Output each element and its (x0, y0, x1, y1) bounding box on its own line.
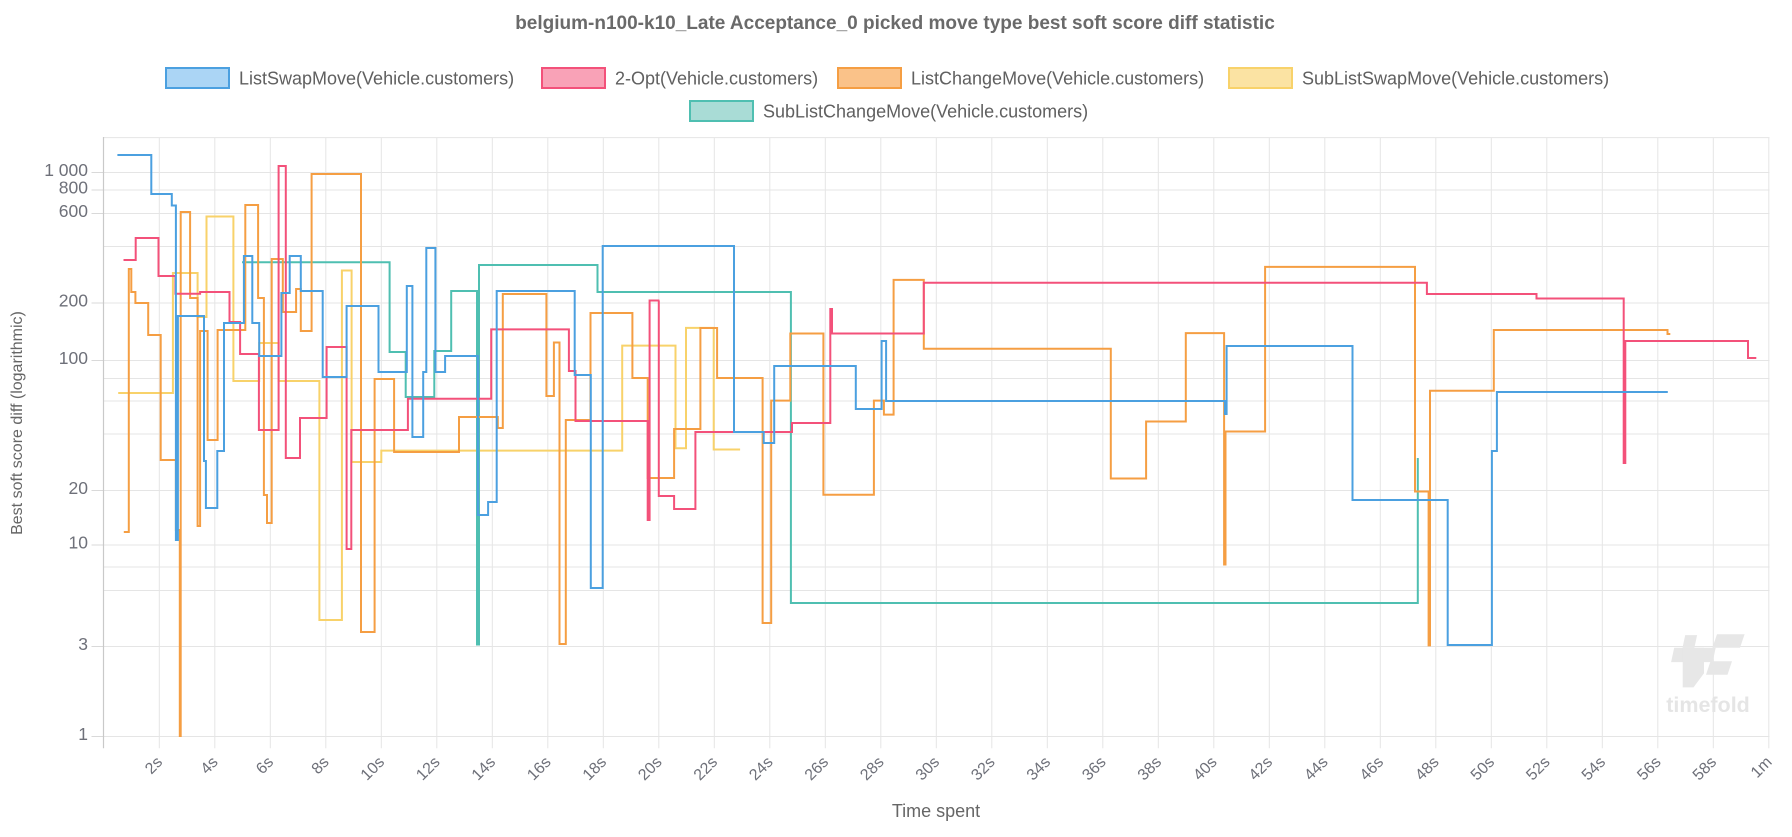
svg-text:800: 800 (59, 178, 88, 198)
svg-text:Best soft score diff (logarith: Best soft score diff (logarithmic) (9, 311, 26, 535)
svg-text:10: 10 (69, 533, 89, 553)
svg-text:timefold: timefold (1666, 693, 1750, 717)
svg-text:20: 20 (69, 478, 89, 498)
svg-text:1: 1 (78, 724, 88, 744)
svg-text:600: 600 (59, 201, 88, 221)
svg-text:2-Opt(Vehicle.customers): 2-Opt(Vehicle.customers) (615, 69, 818, 89)
svg-text:SubListChangeMove(Vehicle.cust: SubListChangeMove(Vehicle.customers) (763, 102, 1088, 122)
svg-text:Time spent: Time spent (892, 801, 980, 821)
svg-text:200: 200 (59, 291, 88, 311)
svg-text:3: 3 (78, 634, 88, 654)
svg-text:ListChangeMove(Vehicle.custome: ListChangeMove(Vehicle.customers) (911, 69, 1204, 89)
svg-text:100: 100 (59, 348, 88, 368)
svg-text:belgium-n100-k10_Late Acceptan: belgium-n100-k10_Late Acceptance_0 picke… (515, 13, 1275, 34)
svg-text:ListSwapMove(Vehicle.customers: ListSwapMove(Vehicle.customers) (239, 69, 514, 89)
svg-text:1 000: 1 000 (44, 160, 88, 180)
svg-text:SubListSwapMove(Vehicle.custom: SubListSwapMove(Vehicle.customers) (1302, 69, 1609, 89)
